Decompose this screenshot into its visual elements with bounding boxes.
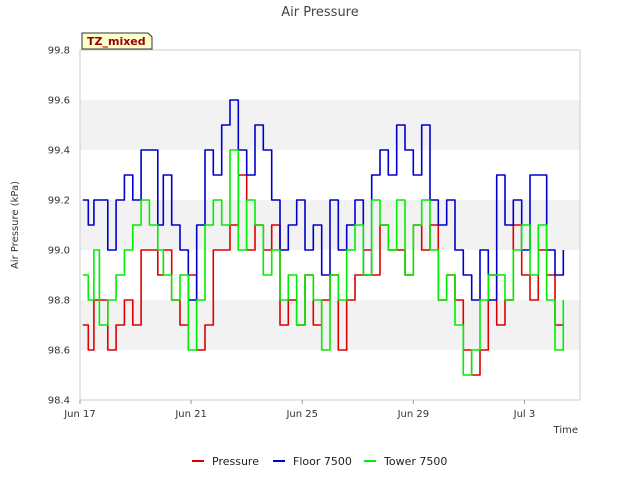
y-tick-label: 98.6 bbox=[48, 346, 70, 357]
plot-frame bbox=[79, 49, 581, 401]
legend-label: Pressure bbox=[212, 455, 259, 468]
x-tick-label: Jul 3 bbox=[513, 409, 536, 420]
y-tick-label: 99.2 bbox=[48, 196, 70, 207]
grid-band bbox=[80, 100, 580, 150]
y-ticks: 98.4 98.6 98.8 99.0 99.2 99.4 99.6 99.8 bbox=[48, 46, 70, 407]
series-line-2 bbox=[82, 99, 565, 301]
y-tick-label: 99.4 bbox=[48, 146, 70, 157]
y-tick-label: 99.6 bbox=[48, 96, 70, 107]
legend-label: Floor 7500 bbox=[293, 455, 352, 468]
legend-label: Tower 7500 bbox=[383, 455, 447, 468]
x-tick-label: Jun 25 bbox=[285, 409, 318, 420]
y-tick-label: 99.8 bbox=[48, 46, 70, 57]
timezone-badge-text: TZ_mixed bbox=[87, 35, 146, 48]
y-axis-label: Air Pressure (kPa) bbox=[10, 181, 21, 269]
x-tick-label: Jun 29 bbox=[397, 409, 430, 420]
chart-title: Air Pressure bbox=[281, 5, 359, 20]
y-tick-label: 99.0 bbox=[48, 246, 70, 257]
x-tick-label: Jun 21 bbox=[174, 409, 207, 420]
y-tick-label: 98.8 bbox=[48, 296, 70, 307]
x-ticks: Jun 17 Jun 21 Jun 25 Jun 29 Jul 3 bbox=[63, 400, 535, 420]
timezone-badge: TZ_mixed bbox=[81, 32, 153, 50]
series-line-3 bbox=[82, 149, 565, 376]
y-tick-label: 98.4 bbox=[48, 396, 70, 407]
x-axis-label: Time bbox=[553, 425, 578, 436]
series-lines bbox=[82, 99, 565, 376]
timezone-badge-box bbox=[81, 32, 153, 50]
x-tick-label: Jun 17 bbox=[63, 409, 96, 420]
legend: Pressure Floor 7500 Tower 7500 bbox=[192, 455, 447, 468]
